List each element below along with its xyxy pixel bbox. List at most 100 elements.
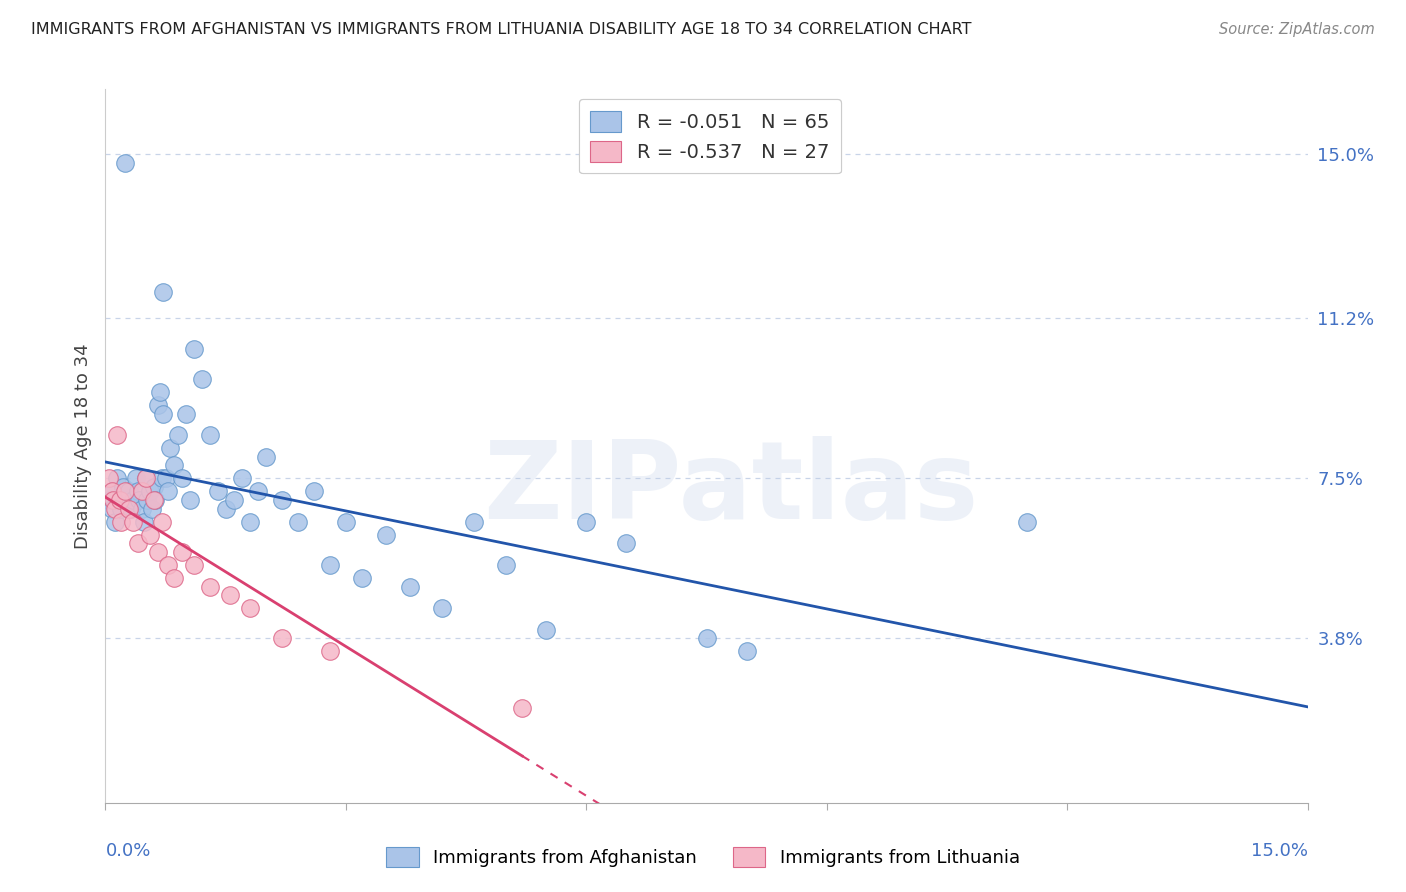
Point [112,480,135,494]
Point [156,558,179,572]
Point [122,493,145,508]
Point [575,515,598,529]
Point [149,384,172,399]
Point [98,493,121,508]
Point [110,515,132,529]
Point [114,493,136,508]
Point [335,515,357,529]
Point [239,601,262,615]
Point [319,558,342,572]
Point [198,580,221,594]
Point [399,580,422,594]
Point [128,493,150,508]
Point [103,493,125,508]
Point [495,558,517,572]
Point [270,632,292,646]
Point [108,493,131,508]
Point [170,471,193,485]
Point [463,515,485,529]
Point [174,407,197,421]
Point [350,571,373,585]
Point [114,155,136,169]
Point [430,601,453,615]
Point [319,644,342,658]
Point [152,285,174,300]
Point [131,484,153,499]
Point [239,515,262,529]
Point [162,458,184,473]
Point [146,545,169,559]
Point [118,501,141,516]
Point [190,372,212,386]
Point [616,536,638,550]
Point [1015,515,1038,529]
Point [198,428,221,442]
Text: Source: ZipAtlas.com: Source: ZipAtlas.com [1219,22,1375,37]
Point [183,558,205,572]
Point [101,501,124,516]
Point [141,501,163,516]
Point [207,484,229,499]
Point [150,515,173,529]
Point [156,484,179,499]
Point [122,515,145,529]
Point [131,501,153,516]
Point [166,428,188,442]
Point [138,484,160,499]
Point [103,484,125,499]
Point [696,632,718,646]
Point [107,471,129,485]
Point [104,501,127,516]
Point [150,471,173,485]
Point [138,527,160,541]
Point [146,398,169,412]
Point [125,471,148,485]
Point [108,493,131,508]
Text: IMMIGRANTS FROM AFGHANISTAN VS IMMIGRANTS FROM LITHUANIA DISABILITY AGE 18 TO 34: IMMIGRANTS FROM AFGHANISTAN VS IMMIGRANT… [31,22,972,37]
Text: 15.0%: 15.0% [1250,842,1308,860]
Legend: R = -0.051   N = 65, R = -0.537   N = 27: R = -0.051 N = 65, R = -0.537 N = 27 [579,99,841,173]
Point [135,471,157,485]
Point [218,588,240,602]
Point [110,501,132,516]
Point [735,644,758,658]
Text: ZIPatlas: ZIPatlas [482,436,979,541]
Point [98,471,121,485]
Point [374,527,398,541]
Point [107,428,129,442]
Point [114,484,136,499]
Point [159,441,181,455]
Point [142,480,165,494]
Point [162,571,184,585]
Point [118,484,141,499]
Point [302,484,325,499]
Point [183,342,205,356]
Point [104,515,127,529]
Point [287,515,309,529]
Point [214,501,236,516]
Point [270,493,292,508]
Point [132,515,155,529]
Point [170,545,193,559]
Point [127,484,149,499]
Point [136,493,159,508]
Point [101,484,124,499]
Point [155,471,177,485]
Point [142,493,165,508]
Point [222,493,245,508]
Point [143,493,166,508]
Point [127,536,149,550]
Point [179,493,201,508]
Point [231,471,253,485]
Y-axis label: Disability Age 18 to 34: Disability Age 18 to 34 [73,343,91,549]
Point [534,623,557,637]
Point [246,484,269,499]
Point [120,501,142,516]
Text: 0.0%: 0.0% [105,842,150,860]
Point [135,471,157,485]
Point [510,700,533,714]
Point [152,407,174,421]
Point [117,497,139,511]
Legend: Immigrants from Afghanistan, Immigrants from Lithuania: Immigrants from Afghanistan, Immigrants … [378,839,1028,874]
Point [254,450,277,464]
